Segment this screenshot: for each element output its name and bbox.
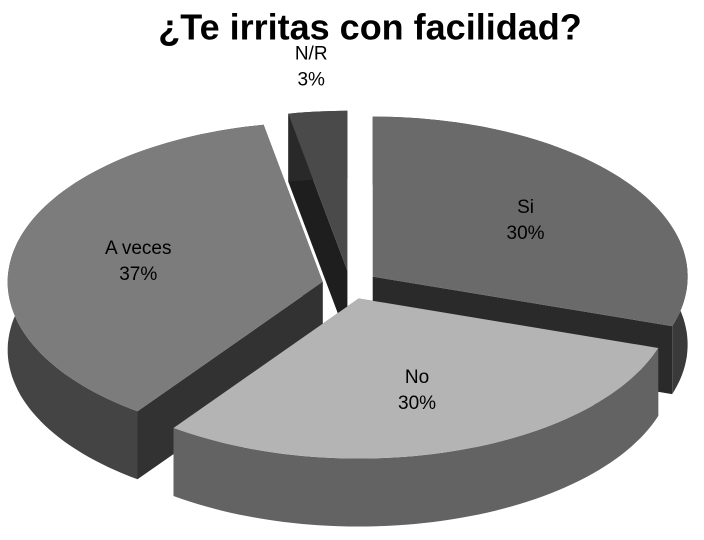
slice: [288, 110, 348, 271]
slice-value-label: 3%: [297, 70, 325, 91]
slice: [372, 116, 688, 327]
slice: [7, 124, 323, 412]
slice-label: N/R: [295, 44, 328, 65]
chart-title: ¿Te irritas con facilidad?: [158, 7, 581, 48]
slice-label: No: [405, 367, 429, 388]
slice-value-label: 30%: [507, 223, 545, 244]
slice-label: Si: [517, 197, 534, 218]
slice: [173, 298, 659, 459]
slice-value-label: 37%: [119, 264, 157, 285]
slice-side: [173, 348, 659, 527]
slice-label: A veces: [105, 238, 172, 259]
slice-value-label: 30%: [398, 393, 436, 414]
